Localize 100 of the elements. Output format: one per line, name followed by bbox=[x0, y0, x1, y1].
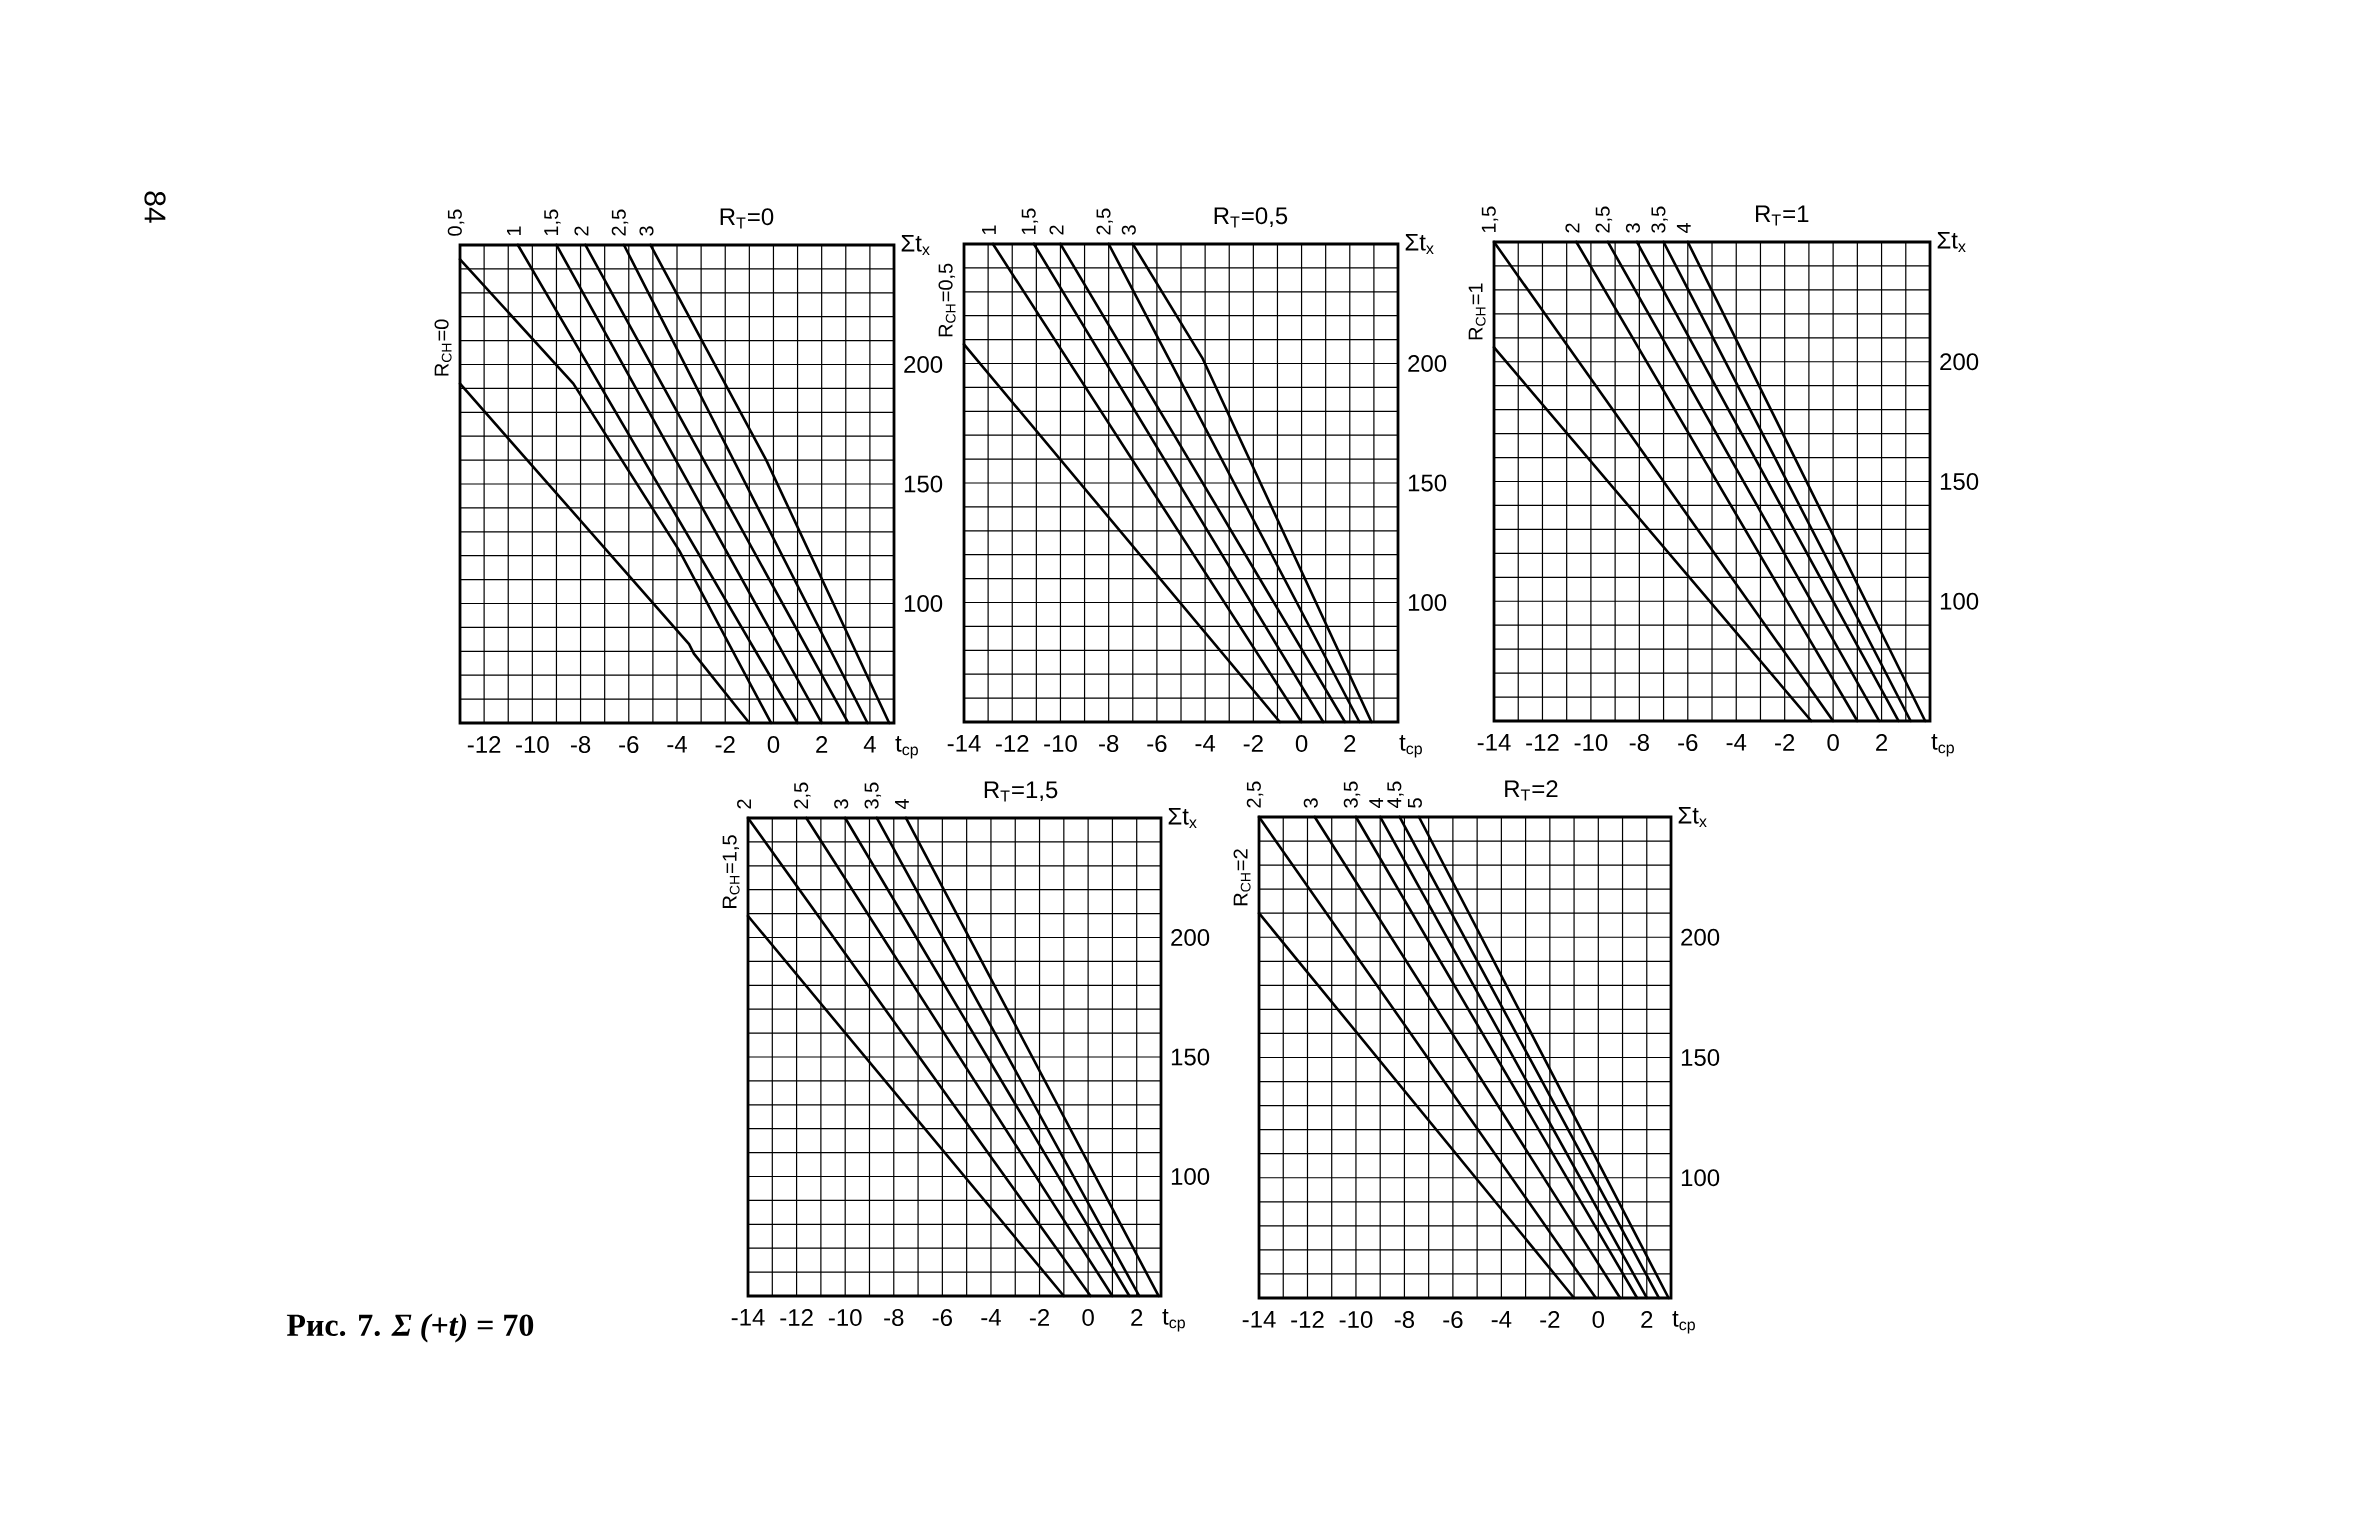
text: 0,5 bbox=[447, 209, 465, 236]
x-tick-label: -10 bbox=[1574, 734, 1608, 752]
x-axis-title: t$_{ср}$ bbox=[1399, 735, 1422, 758]
text: 2,5 bbox=[1096, 208, 1113, 235]
x-tick-label: -14 bbox=[1477, 734, 1511, 751]
chart-title: R$_{Т}$=2 bbox=[1505, 780, 1558, 801]
y-tick-label: 100 bbox=[1681, 1169, 1720, 1187]
x-tick-label: -14 bbox=[1242, 1311, 1276, 1328]
text: 4 bbox=[1676, 223, 1691, 234]
x-tick-label: 0 bbox=[767, 736, 780, 754]
x-tick-label: -10 bbox=[516, 736, 549, 754]
text: 2 bbox=[574, 226, 589, 236]
x-axis-title: t$_{ср}$ bbox=[1162, 1309, 1185, 1332]
text: 3 bbox=[1121, 225, 1136, 235]
x-tick-label: -10 bbox=[1044, 735, 1077, 753]
y-tick-label: 200 bbox=[1940, 353, 1979, 371]
text: 1 bbox=[982, 225, 996, 235]
x-tick-label: -2 bbox=[1029, 1309, 1049, 1326]
x-tick-label: 4 bbox=[863, 736, 876, 753]
x-tick-label: -12 bbox=[467, 736, 501, 753]
x-tick-label: 0 bbox=[1592, 1311, 1605, 1329]
x-tick-label: -8 bbox=[1099, 735, 1119, 753]
text: R$_{СН}$=0,5 bbox=[938, 263, 956, 337]
y-axis-title: Σt$_{х}$ bbox=[1168, 807, 1197, 829]
x-tick-label: -4 bbox=[981, 1309, 1001, 1326]
x-tick-label: 2 bbox=[1344, 735, 1356, 752]
y-tick-label: 150 bbox=[1171, 1048, 1210, 1066]
x-tick-label: 0 bbox=[1082, 1309, 1094, 1327]
text: 1,5 bbox=[544, 209, 561, 236]
y-tick-label: 150 bbox=[1408, 474, 1447, 492]
y-axis-title: Σt$_{х}$ bbox=[1405, 233, 1434, 255]
text: R$_{СН}$=1 bbox=[1468, 283, 1486, 340]
x-tick-label: -8 bbox=[884, 1309, 904, 1327]
text: 2 bbox=[1565, 223, 1580, 233]
text: 84 bbox=[144, 191, 166, 223]
text: 2,5 bbox=[794, 782, 811, 809]
x-tick-label: -6 bbox=[1147, 735, 1167, 753]
y-tick-label: 200 bbox=[1681, 928, 1720, 946]
chart-title: R$_{Т}$=0 bbox=[720, 208, 774, 229]
chart-title: R$_{Т}$=1,5 bbox=[984, 781, 1058, 802]
x-tick-label: -2 bbox=[1775, 734, 1795, 751]
text: R$_{СН}$=2 bbox=[1233, 849, 1251, 906]
x-tick-label: -8 bbox=[1629, 734, 1649, 752]
text: 3,5 bbox=[1651, 206, 1668, 233]
text: Рис. 7. Σ (+t) = 70 bbox=[286, 1313, 534, 1343]
y-tick-label: 150 bbox=[1940, 472, 1979, 490]
text: 1,5 bbox=[1021, 208, 1039, 235]
x-tick-label: 0 bbox=[1827, 734, 1839, 752]
x-tick-label: -10 bbox=[828, 1309, 862, 1327]
text: 4 bbox=[1369, 798, 1384, 809]
x-tick-label: -14 bbox=[731, 1309, 765, 1326]
x-tick-label: -6 bbox=[619, 736, 639, 754]
y-tick-label: 200 bbox=[1408, 354, 1447, 372]
x-tick-label: -12 bbox=[995, 735, 1029, 752]
x-tick-label: -2 bbox=[1243, 735, 1263, 752]
y-tick-label: 100 bbox=[1171, 1167, 1210, 1185]
text: 2 bbox=[1049, 225, 1064, 235]
x-tick-label: -14 bbox=[947, 735, 981, 752]
x-tick-label: -10 bbox=[1339, 1311, 1373, 1329]
y-tick-label: 150 bbox=[1681, 1048, 1720, 1066]
y-tick-label: 100 bbox=[1940, 592, 1979, 610]
text: 3 bbox=[639, 226, 654, 236]
text: 3 bbox=[834, 799, 849, 809]
text: 2 bbox=[737, 799, 751, 809]
text: 2,5 bbox=[1595, 206, 1613, 233]
text: 4,5 bbox=[1387, 781, 1404, 809]
x-axis-title: t$_{ср}$ bbox=[1672, 1311, 1695, 1334]
text: 3,5 bbox=[1343, 781, 1361, 808]
text: 2,5 bbox=[1246, 781, 1264, 808]
text: 5 bbox=[1407, 798, 1422, 808]
y-tick-label: 100 bbox=[904, 594, 943, 612]
x-tick-label: 2 bbox=[1131, 1309, 1143, 1326]
text: 3 bbox=[1625, 223, 1640, 233]
x-tick-label: -4 bbox=[1491, 1311, 1512, 1328]
x-axis-title: t$_{ср}$ bbox=[895, 736, 918, 759]
chart-title: R$_{Т}$=1 bbox=[1756, 205, 1809, 226]
y-axis-title: Σt$_{х}$ bbox=[1937, 231, 1966, 253]
text: R$_{СН}$=0 bbox=[434, 319, 452, 376]
x-tick-label: -4 bbox=[667, 736, 687, 753]
x-tick-label: 2 bbox=[1641, 1311, 1653, 1328]
x-tick-label: -8 bbox=[1394, 1311, 1415, 1329]
text: 3,5 bbox=[864, 782, 882, 809]
x-tick-label: -6 bbox=[1443, 1311, 1463, 1329]
x-tick-label: 2 bbox=[1876, 734, 1888, 751]
x-tick-label: -6 bbox=[932, 1309, 952, 1327]
x-tick-label: -2 bbox=[1540, 1311, 1560, 1328]
x-tick-label: 0 bbox=[1295, 735, 1308, 753]
x-tick-label: -12 bbox=[1291, 1311, 1324, 1328]
x-tick-label: -8 bbox=[570, 736, 591, 754]
x-tick-label: -12 bbox=[1526, 734, 1559, 751]
text: 1,5 bbox=[1481, 206, 1499, 233]
x-tick-label: -4 bbox=[1195, 735, 1216, 752]
x-axis-title: t$_{ср}$ bbox=[1931, 734, 1954, 757]
y-tick-label: 200 bbox=[1171, 928, 1210, 946]
text: R$_{СН}$=1,5 bbox=[722, 835, 740, 908]
y-tick-label: 200 bbox=[904, 355, 943, 373]
y-axis-title: Σt$_{х}$ bbox=[1678, 806, 1707, 828]
x-tick-label: -6 bbox=[1678, 734, 1698, 752]
y-tick-label: 150 bbox=[904, 475, 943, 493]
text: 2,5 bbox=[611, 209, 629, 236]
